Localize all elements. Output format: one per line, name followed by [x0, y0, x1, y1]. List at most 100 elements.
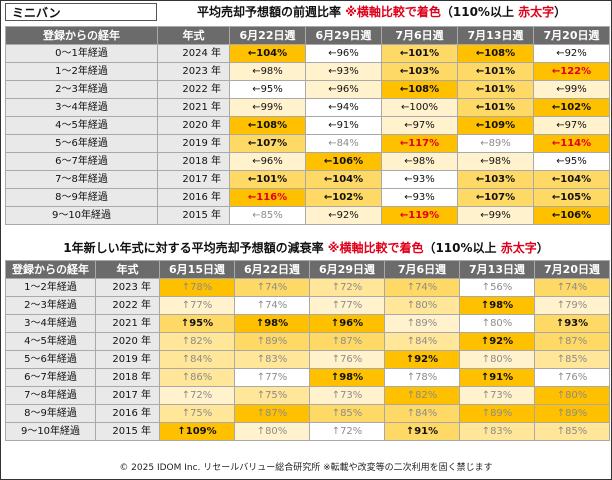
ratio-cell: ↑82% — [384, 386, 460, 405]
decay-ratio-table: 登録からの経年 年式 6月15日週 6月22日週 6月29日週 7月6日週 7月… — [5, 260, 610, 441]
table2-col-week: 6月15日週 — [159, 260, 235, 279]
row-age-label: 7～8年経過 — [5, 170, 158, 189]
ratio-cell: ↑80% — [234, 422, 310, 441]
row-age-label: 3～4年経過 — [5, 314, 96, 333]
row-age-label: 2～3年経過 — [5, 80, 158, 99]
row-age-label: 4～5年経過 — [5, 116, 158, 135]
row-age-label: 1～2年経過 — [5, 278, 96, 297]
ratio-cell: ↑77% — [234, 368, 310, 387]
table-row: 2～3年経過 2022 年 ←95% ←96% ←108% ←101% ←99% — [5, 80, 610, 99]
ratio-cell: ←106% — [533, 206, 610, 225]
table-row: 7～8年経過 2017 年 ↑72% ↑75% ↑73% ↑82% ↑73% ↑80% — [5, 386, 610, 405]
ratio-cell: ↑95% — [159, 314, 235, 333]
ratio-cell: ↑80% — [534, 386, 610, 405]
ratio-cell: ↑74% — [534, 278, 610, 297]
ratio-cell: ←89% — [457, 134, 534, 153]
copyright-footer: © 2025 IDOM Inc. リセールバリュー総合研究所 ※転載や改変等の二… — [119, 463, 493, 473]
ratio-cell: ↑80% — [459, 350, 535, 369]
table1-header-row: 登録からの経年 年式 6月22日週 6月29日週 7月6日週 7月13日週 7月… — [5, 26, 610, 45]
ratio-cell: ↑109% — [159, 422, 235, 441]
ratio-cell: ↑85% — [534, 422, 610, 441]
row-year-label: 2018 年 — [95, 368, 160, 387]
table-row: 8～9年経過 2016 年 ←116% ←102% ←93% ←107% ←105% — [5, 188, 610, 207]
row-year-label: 2017 年 — [95, 386, 160, 405]
table1-col-week: 6月22日週 — [229, 26, 306, 45]
ratio-cell: ↑73% — [459, 386, 535, 405]
table2-title-main: 1年新しい年式に対する平均売却予想額の減衰率 — [63, 241, 324, 255]
ratio-cell: ↑86% — [159, 368, 235, 387]
ratio-cell: ←104% — [305, 170, 382, 189]
row-year-label: 2018 年 — [157, 152, 230, 171]
ratio-cell: ←93% — [381, 170, 458, 189]
row-year-label: 2020 年 — [95, 332, 160, 351]
ratio-cell: ←99% — [229, 98, 306, 117]
ratio-cell: ↑72% — [159, 386, 235, 405]
table2-col-week: 6月29日週 — [309, 260, 385, 279]
ratio-cell: ←84% — [305, 134, 382, 153]
ratio-cell: ←107% — [457, 188, 534, 207]
ratio-cell: ↑89% — [384, 314, 460, 333]
row-age-label: 9～10年経過 — [5, 206, 158, 225]
ratio-cell: ↑78% — [384, 368, 460, 387]
ratio-cell: ↑84% — [384, 332, 460, 351]
table-row: 5～6年経過 2019 年 ←107% ←84% ←117% ←89% ←114% — [5, 134, 610, 153]
table2-col-week: 7月20日週 — [534, 260, 610, 279]
row-year-label: 2021 年 — [157, 98, 230, 117]
row-age-label: 0～1年経過 — [5, 44, 158, 63]
table-row: 6～7年経過 2018 年 ←96% ←106% ←98% ←98% ←95% — [5, 152, 610, 171]
row-age-label: 6～7年経過 — [5, 152, 158, 171]
table2-col-week: 7月13日週 — [459, 260, 535, 279]
ratio-cell: ↑85% — [534, 350, 610, 369]
ratio-cell: ←100% — [381, 98, 458, 117]
table-row: 0～1年経過 2024 年 ←104% ←96% ←101% ←108% ←92% — [5, 44, 610, 63]
ratio-cell: ←99% — [457, 206, 534, 225]
table-row: 9～10年経過 2015 年 ↑109% ↑80% ↑72% ↑91% ↑83% ↑85% — [5, 422, 610, 441]
table1-title-rule-red: 赤太字 — [518, 5, 555, 19]
row-year-label: 2023 年 — [157, 62, 230, 81]
table2-title-rule: （110%以上 — [423, 241, 497, 255]
table2-header-row: 登録からの経年 年式 6月15日週 6月22日週 6月29日週 7月6日週 7月… — [5, 260, 610, 279]
ratio-cell: ←107% — [229, 134, 306, 153]
ratio-cell: ←101% — [229, 170, 306, 189]
table-row: 8～9年経過 2016 年 ↑75% ↑87% ↑85% ↑84% ↑89% ↑89% — [5, 404, 610, 423]
ratio-cell: ←93% — [305, 62, 382, 81]
row-year-label: 2024 年 — [157, 44, 230, 63]
row-year-label: 2016 年 — [157, 188, 230, 207]
ratio-cell: ↑87% — [534, 332, 610, 351]
ratio-cell: ←108% — [381, 80, 458, 99]
ratio-cell: ←105% — [533, 188, 610, 207]
ratio-cell: ↑87% — [309, 332, 385, 351]
row-age-label: 8～9年経過 — [5, 188, 158, 207]
ratio-cell: ↑91% — [384, 422, 460, 441]
ratio-cell: ←98% — [457, 152, 534, 171]
ratio-cell: ↑89% — [534, 404, 610, 423]
ratio-cell: ←103% — [381, 62, 458, 81]
table1-col-week: 7月20日週 — [533, 26, 610, 45]
row-age-label: 5～6年経過 — [5, 350, 96, 369]
ratio-cell: ↑77% — [159, 296, 235, 315]
ratio-cell: ↑72% — [309, 278, 385, 297]
ratio-cell: ←108% — [457, 44, 534, 63]
ratio-cell: ↑77% — [309, 296, 385, 315]
table1-col-year: 年式 — [157, 26, 230, 45]
weekly-ratio-table: 登録からの経年 年式 6月22日週 6月29日週 7月6日週 7月13日週 7月… — [5, 26, 610, 225]
ratio-cell: ↑75% — [159, 404, 235, 423]
ratio-cell: ←91% — [305, 116, 382, 135]
row-age-label: 7～8年経過 — [5, 386, 96, 405]
table2-body: 1～2年経過 2023 年 ↑78% ↑74% ↑72% ↑74% ↑56% ↑74% 2～3年… — [5, 278, 610, 441]
table2-title-note: ※横軸比較で着色 — [327, 241, 424, 255]
ratio-cell: ←92% — [533, 44, 610, 63]
row-age-label: 4～5年経過 — [5, 332, 96, 351]
table-row: 7～8年経過 2017 年 ←101% ←104% ←93% ←103% ←104% — [5, 170, 610, 189]
ratio-cell: ↑72% — [309, 422, 385, 441]
table-row: 9～10年経過 2015 年 ←85% ←92% ←119% ←99% ←106% — [5, 206, 610, 225]
ratio-cell: ↑82% — [159, 332, 235, 351]
ratio-cell: ↑80% — [384, 296, 460, 315]
ratio-cell: ←109% — [457, 116, 534, 135]
ratio-cell: ↑83% — [234, 350, 310, 369]
table2-title-rule-red: 赤太字 — [500, 241, 537, 255]
row-year-label: 2022 年 — [95, 296, 160, 315]
ratio-cell: ←95% — [533, 152, 610, 171]
table2-title: 1年新しい年式に対する平均売却予想額の減衰率 ※横軸比較で着色（110%以上 赤… — [1, 239, 611, 257]
